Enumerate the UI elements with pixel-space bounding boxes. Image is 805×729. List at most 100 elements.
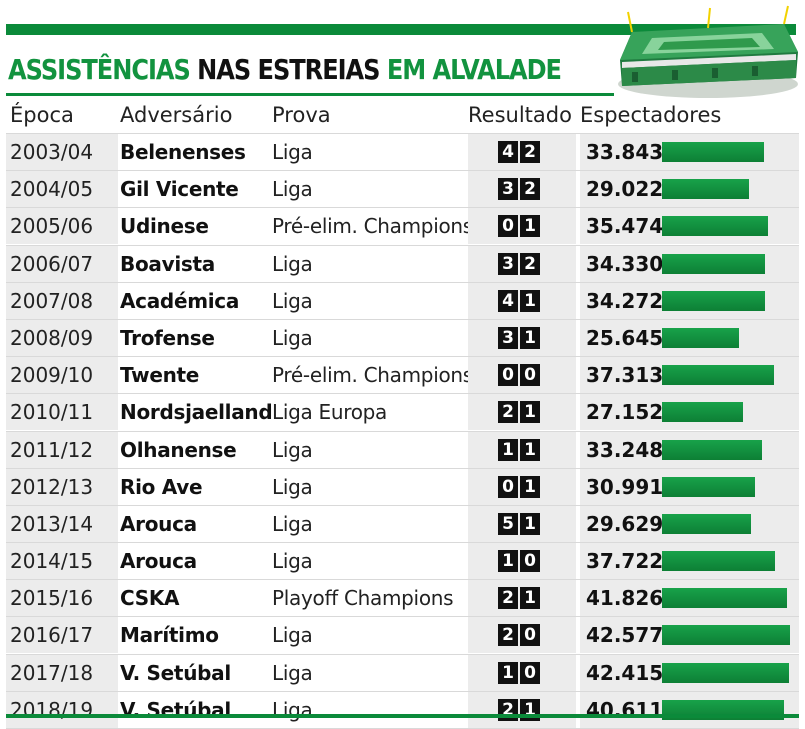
attendance-bar bbox=[662, 402, 743, 423]
attendance-bar bbox=[662, 439, 762, 460]
competition-cell: Liga bbox=[272, 549, 313, 574]
attendance-cell: 33.843 bbox=[580, 134, 799, 170]
competition-cell: Liga bbox=[272, 251, 313, 276]
attendance-cell: 29.629 bbox=[580, 505, 799, 542]
table-row: 2007/08 Académica Liga 4 1 34.272 bbox=[6, 281, 799, 319]
attendance-value: 27.152 bbox=[586, 400, 664, 425]
attendance-bar bbox=[662, 625, 790, 646]
score-away-digit: 0 bbox=[520, 550, 540, 573]
title-part-estreias: NAS ESTREIAS bbox=[197, 53, 380, 86]
header-espectadores: Espectadores bbox=[580, 103, 722, 127]
chart-title: ASSISTÊNCIAS NAS ESTREIAS EM ALVALADE bbox=[8, 50, 562, 90]
opponent-cell: Nordsjaelland bbox=[120, 400, 273, 425]
attendance-cell: 25.645 bbox=[580, 319, 799, 356]
attendance-bar bbox=[662, 513, 751, 534]
opponent-cell: V. Setúbal bbox=[120, 697, 231, 722]
table-row: 2018/19 V. Setúbal Liga 2 1 40.611 bbox=[6, 690, 799, 729]
opponent-cell: Arouca bbox=[120, 511, 197, 536]
score-home-digit: 3 bbox=[498, 326, 518, 349]
opponent-cell: Twente bbox=[120, 363, 200, 388]
competition-cell: Liga bbox=[272, 660, 313, 685]
attendance-cell: 35.474 bbox=[580, 208, 799, 245]
attendance-value: 34.272 bbox=[586, 288, 664, 313]
season-cell: 2006/07 bbox=[6, 245, 118, 282]
opponent-cell: Trofense bbox=[120, 325, 215, 350]
attendance-value: 35.474 bbox=[586, 214, 664, 239]
score-home-digit: 2 bbox=[498, 401, 518, 424]
title-underline bbox=[6, 93, 614, 96]
score-away-digit: 1 bbox=[520, 215, 540, 238]
attendance-bar bbox=[662, 476, 755, 497]
table-row: 2012/13 Rio Ave Liga 0 1 30.991 bbox=[6, 467, 799, 505]
score-away-digit: 1 bbox=[520, 438, 540, 461]
season-cell: 2009/10 bbox=[6, 357, 118, 394]
competition-cell: Liga bbox=[272, 325, 313, 350]
score-home-digit: 0 bbox=[498, 215, 518, 238]
attendance-value: 42.577 bbox=[586, 623, 664, 648]
score-away-digit: 2 bbox=[520, 178, 540, 201]
title-part-assistencias: ASSISTÊNCIAS bbox=[8, 53, 191, 86]
attendance-value: 41.826 bbox=[586, 586, 664, 611]
season-cell: 2017/18 bbox=[6, 654, 118, 691]
attendance-cell: 34.330 bbox=[580, 245, 799, 282]
score-away-digit: 0 bbox=[520, 624, 540, 647]
score-home-digit: 1 bbox=[498, 661, 518, 684]
score-home-digit: 4 bbox=[498, 289, 518, 312]
attendance-value: 25.645 bbox=[586, 325, 664, 350]
competition-cell: Liga bbox=[272, 511, 313, 536]
opponent-cell: Udinese bbox=[120, 214, 209, 239]
opponent-cell: Belenenses bbox=[120, 140, 246, 164]
competition-cell: Liga bbox=[272, 288, 313, 313]
competition-cell: Pré-elim. Champions bbox=[272, 363, 473, 388]
header-adversario: Adversário bbox=[120, 103, 233, 127]
score-away-digit: 1 bbox=[520, 587, 540, 610]
season-cell: 2011/12 bbox=[6, 431, 118, 468]
season-cell: 2004/05 bbox=[6, 171, 118, 208]
score-away-digit: 2 bbox=[520, 141, 540, 163]
table-row: 2016/17 Marítimo Liga 2 0 42.577 bbox=[6, 616, 799, 654]
table-row: 2003/04 Belenenses Liga 4 2 33.843 bbox=[6, 133, 799, 170]
season-cell: 2014/15 bbox=[6, 543, 118, 580]
season-cell: 2015/16 bbox=[6, 580, 118, 617]
competition-cell: Liga bbox=[272, 474, 313, 499]
table-row: 2013/14 Arouca Liga 5 1 29.629 bbox=[6, 504, 799, 542]
table-row: 2015/16 CSKA Playoff Champions 2 1 41.826 bbox=[6, 579, 799, 617]
attendance-bar bbox=[662, 216, 768, 237]
attendance-cell: 42.577 bbox=[580, 617, 799, 654]
attendance-value: 33.248 bbox=[586, 437, 664, 462]
opponent-cell: Boavista bbox=[120, 251, 215, 276]
competition-cell: Liga bbox=[272, 177, 313, 202]
season-cell: 2008/09 bbox=[6, 319, 118, 356]
attendance-cell: 34.272 bbox=[580, 282, 799, 319]
header-prova: Prova bbox=[272, 103, 331, 127]
season-cell: 2012/13 bbox=[6, 468, 118, 505]
attendance-bar bbox=[662, 179, 749, 200]
title-part-alvalade: EM ALVALADE bbox=[386, 53, 562, 86]
attendance-bar bbox=[662, 551, 775, 572]
attendance-value: 29.022 bbox=[586, 177, 664, 202]
attendance-cell: 30.991 bbox=[580, 468, 799, 505]
stadium-illustration bbox=[618, 5, 798, 98]
score-home-digit: 2 bbox=[498, 587, 518, 610]
attendance-value: 33.843 bbox=[586, 140, 664, 164]
score-home-digit: 1 bbox=[498, 550, 518, 573]
score-away-digit: 2 bbox=[520, 252, 540, 275]
opponent-cell: Arouca bbox=[120, 549, 197, 574]
attendance-bar bbox=[662, 365, 774, 386]
opponent-cell: Olhanense bbox=[120, 437, 237, 462]
table-row: 2010/11 Nordsjaelland Liga Europa 2 1 27.152 bbox=[6, 393, 799, 431]
